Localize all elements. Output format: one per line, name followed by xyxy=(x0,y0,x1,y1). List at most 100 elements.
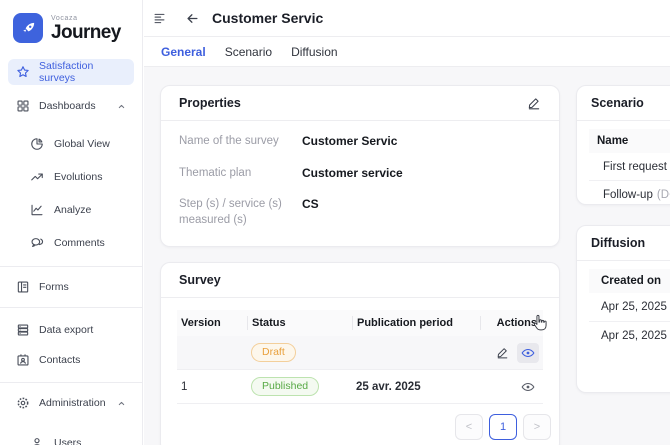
scenario-title: Scenario xyxy=(591,96,644,110)
pagination: < 1 > xyxy=(161,414,551,444)
sidebar-item-users[interactable]: Users xyxy=(8,426,134,445)
sidebar-item-label: Analyze xyxy=(54,203,92,216)
sidebar-item-label: Contacts xyxy=(39,354,81,366)
table-row-published[interactable]: 1 Published 25 avr. 2025 xyxy=(177,370,543,405)
sidebar-item-global-view[interactable]: Global View xyxy=(8,127,134,160)
diffusion-table: Created on Apr 25, 2025 14:15 Apr 25, 20… xyxy=(589,269,670,350)
rocket-icon xyxy=(13,13,43,43)
sidebar-item-administration[interactable]: Administration xyxy=(8,390,134,416)
divider xyxy=(161,120,559,121)
chevron-up-icon xyxy=(117,102,126,111)
database-icon xyxy=(16,323,30,337)
sidebar: Vocaza Journey Satisfaction surveys Dash… xyxy=(0,0,143,445)
line-chart-icon xyxy=(30,203,44,217)
left-column: Properties Name of the survey Customer S… xyxy=(160,85,560,445)
sidebar-divider xyxy=(0,382,142,383)
status-badge: Draft xyxy=(251,343,296,362)
page-title: Customer Servic xyxy=(212,10,324,26)
sidebar-divider xyxy=(0,266,142,267)
sidebar-item-analyze[interactable]: Analyze xyxy=(8,193,134,226)
right-column: Scenario Name First request Follow-up (D… xyxy=(576,85,670,393)
diffusion-row[interactable]: Apr 25, 2025 14:15 xyxy=(589,293,670,322)
property-label: Thematic plan xyxy=(179,166,252,179)
survey-table: Version Status Publication period Action… xyxy=(177,310,543,405)
content-area: Properties Name of the survey Customer S… xyxy=(144,67,670,445)
pagination-page-1-button[interactable]: 1 xyxy=(489,414,517,441)
diffusion-row[interactable]: Apr 25, 2025 11:14 xyxy=(589,322,670,350)
pagination-prev-button[interactable]: < xyxy=(455,414,483,441)
scenario-table: Name First request Follow-up (D+1) xyxy=(589,129,670,208)
brand-logo[interactable]: Vocaza Journey xyxy=(0,0,142,51)
gear-icon xyxy=(16,396,30,410)
brand-name: Vocaza xyxy=(51,14,78,22)
sidebar-item-evolutions[interactable]: Evolutions xyxy=(8,160,134,193)
trending-up-icon xyxy=(30,170,44,184)
status-badge: Published xyxy=(251,377,320,396)
property-row: Step (s) / service (s) measured (s) CS xyxy=(179,189,541,236)
sidebar-item-label: Users xyxy=(54,436,82,445)
property-value: Customer service xyxy=(302,165,403,180)
tab-bar: General Scenario Diffusion xyxy=(144,37,670,67)
survey-title: Survey xyxy=(179,273,221,288)
sidebar-item-label: Data export xyxy=(39,324,94,336)
scenario-row[interactable]: First request xyxy=(589,153,670,181)
scenario-card: Scenario Name First request Follow-up (D… xyxy=(576,85,670,205)
diffusion-card: Diffusion Created on Apr 25, 2025 14:15 … xyxy=(576,225,670,393)
sidebar-item-comments[interactable]: Comments xyxy=(8,226,134,259)
tab-scenario[interactable]: Scenario xyxy=(224,44,273,59)
property-row: Name of the survey Customer Servic xyxy=(179,126,541,158)
property-label: Step (s) / service (s) measured (s) xyxy=(179,198,282,226)
column-header-created-on: Created on xyxy=(589,269,670,293)
divider xyxy=(577,260,670,261)
edit-pencil-icon[interactable] xyxy=(527,96,541,110)
column-header-version: Version xyxy=(181,317,221,330)
sidebar-item-label: Comments xyxy=(54,236,105,249)
property-label: Name of the survey xyxy=(179,135,279,147)
column-header-name: Name xyxy=(589,129,670,153)
period-cell: 25 avr. 2025 xyxy=(356,380,421,393)
created-on-value: Apr 25, 2025 11:14 xyxy=(601,330,670,342)
sidebar-item-contacts[interactable]: Contacts xyxy=(8,345,134,375)
top-bar: Customer Servic xyxy=(144,0,670,37)
sidebar-item-label: Satisfaction surveys xyxy=(39,60,94,84)
column-header-publication-period: Publication period xyxy=(352,316,480,331)
sidebar-item-label: Global View xyxy=(54,137,110,150)
main-area: Customer Servic General Scenario Diffusi… xyxy=(144,0,670,445)
sidebar-item-satisfaction-surveys[interactable]: Satisfaction surveys xyxy=(8,59,134,85)
survey-card: Survey Version Status Publication period… xyxy=(160,262,560,445)
comments-icon xyxy=(30,236,44,250)
divider xyxy=(577,120,670,121)
scenario-row[interactable]: Follow-up (D+1) xyxy=(589,181,670,208)
scenario-name: Follow-up xyxy=(603,188,653,201)
brand-product: Journey xyxy=(51,21,121,43)
sidebar-item-label: Dashboards xyxy=(39,100,96,112)
view-eye-icon[interactable] xyxy=(517,377,539,397)
properties-card: Properties Name of the survey Customer S… xyxy=(160,85,560,248)
column-header-status: Status xyxy=(247,316,352,331)
diffusion-title: Diffusion xyxy=(591,236,646,250)
sidebar-item-dashboards[interactable]: Dashboards xyxy=(8,93,134,119)
pagination-next-button[interactable]: > xyxy=(523,414,551,441)
sidebar-divider xyxy=(0,307,142,308)
back-arrow-icon[interactable] xyxy=(185,11,200,26)
pie-chart-icon xyxy=(30,137,44,151)
scenario-name: First request xyxy=(603,160,667,173)
edit-pencil-icon[interactable] xyxy=(496,346,509,359)
sidebar-item-forms[interactable]: Forms xyxy=(8,274,134,300)
view-eye-icon[interactable] xyxy=(517,342,539,363)
sidebar-item-label: Forms xyxy=(39,281,69,293)
sidebar-item-label: Administration xyxy=(39,397,106,409)
table-row-draft[interactable]: Draft xyxy=(177,336,543,371)
property-row: Thematic plan Customer service xyxy=(179,158,541,190)
sidebar-item-data-export[interactable]: Data export xyxy=(8,315,134,345)
chevron-up-icon xyxy=(117,399,126,408)
tab-diffusion[interactable]: Diffusion xyxy=(291,44,338,59)
property-value: CS xyxy=(302,197,319,212)
user-icon xyxy=(30,436,44,445)
forms-icon xyxy=(16,280,30,294)
tab-general[interactable]: General xyxy=(161,44,206,59)
survey-table-header: Version Status Publication period Action… xyxy=(177,310,543,337)
property-value: Customer Servic xyxy=(302,134,398,148)
collapse-menu-icon[interactable] xyxy=(153,12,166,25)
